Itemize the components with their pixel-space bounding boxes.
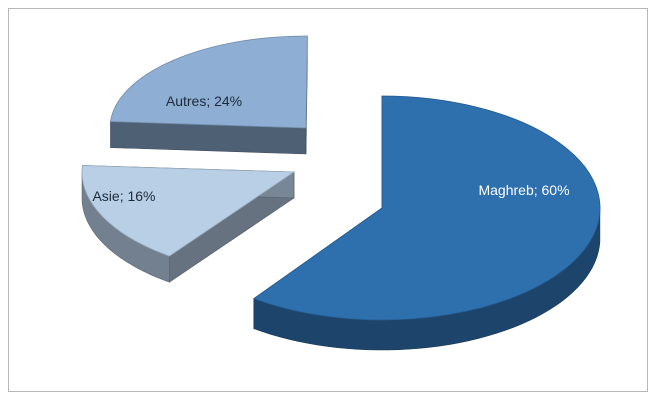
labels-layer: Autres; 24% Asie; 16% Maghreb; 60% (92, 93, 569, 204)
slice-autres (110, 35, 308, 155)
slice-autres-top (110, 35, 308, 129)
slice-maghreb-top (253, 95, 601, 321)
slice-label-maghreb: Maghreb; 60% (478, 182, 569, 198)
slice-label-autres: Autres; 24% (166, 93, 242, 109)
slices-layer (81, 35, 601, 351)
slice-asie-top (81, 165, 296, 257)
slice-asie (81, 165, 296, 283)
slice-label-asie: Asie; 16% (92, 188, 155, 204)
slice-maghreb (253, 95, 601, 351)
